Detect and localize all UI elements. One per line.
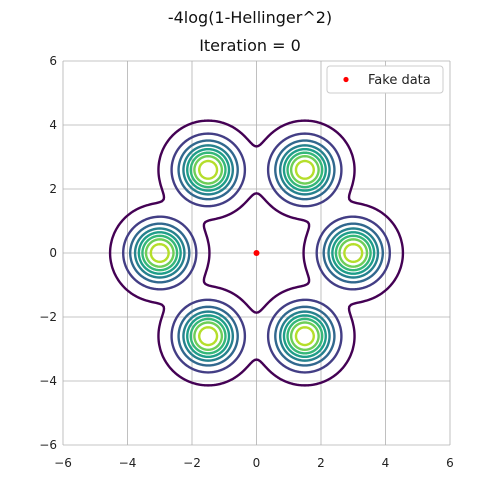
contour-level-3 bbox=[133, 144, 380, 362]
y-tick-label: 2 bbox=[49, 182, 57, 196]
legend-box bbox=[326, 65, 444, 94]
contour-level-1 bbox=[122, 132, 391, 374]
chart-title: -4log(1-Hellinger^2) bbox=[167, 8, 333, 27]
x-tick-label: 2 bbox=[317, 456, 325, 470]
legend-marker-fake-data bbox=[343, 76, 349, 83]
y-tick-label: −6 bbox=[39, 438, 57, 452]
contour-level-7 bbox=[149, 159, 364, 347]
x-tick-label: −2 bbox=[183, 456, 201, 470]
x-tick-label: 4 bbox=[382, 456, 390, 470]
y-tick-label: −4 bbox=[39, 374, 57, 388]
x-tick-label: −6 bbox=[54, 456, 72, 470]
y-tick-label: 6 bbox=[49, 54, 57, 68]
x-tick-label: 6 bbox=[446, 456, 454, 470]
contour-level-6 bbox=[144, 155, 369, 351]
chart-subtitle: Iteration = 0 bbox=[199, 36, 301, 55]
legend: Fake data bbox=[326, 65, 444, 94]
contour-level-4 bbox=[137, 147, 376, 359]
contour-level-0 bbox=[108, 119, 405, 387]
contour-level-5 bbox=[141, 151, 372, 355]
tick-labels: −6 −6 −4 −4 −2 −2 0 0 2 2 4 4 6 6 bbox=[39, 54, 454, 470]
fake-data-point bbox=[253, 250, 260, 256]
contour-level-2 bbox=[128, 139, 385, 367]
legend-label-fake-data: Fake data bbox=[368, 73, 431, 88]
grid bbox=[62, 60, 451, 446]
y-tick-label: 0 bbox=[49, 246, 57, 260]
y-tick-label: 4 bbox=[49, 118, 57, 132]
y-tick-label: −2 bbox=[39, 310, 57, 324]
x-tick-label: 0 bbox=[253, 456, 261, 470]
contour-lines bbox=[108, 119, 405, 387]
fake-data-points bbox=[253, 250, 260, 256]
x-tick-label: −4 bbox=[119, 456, 137, 470]
